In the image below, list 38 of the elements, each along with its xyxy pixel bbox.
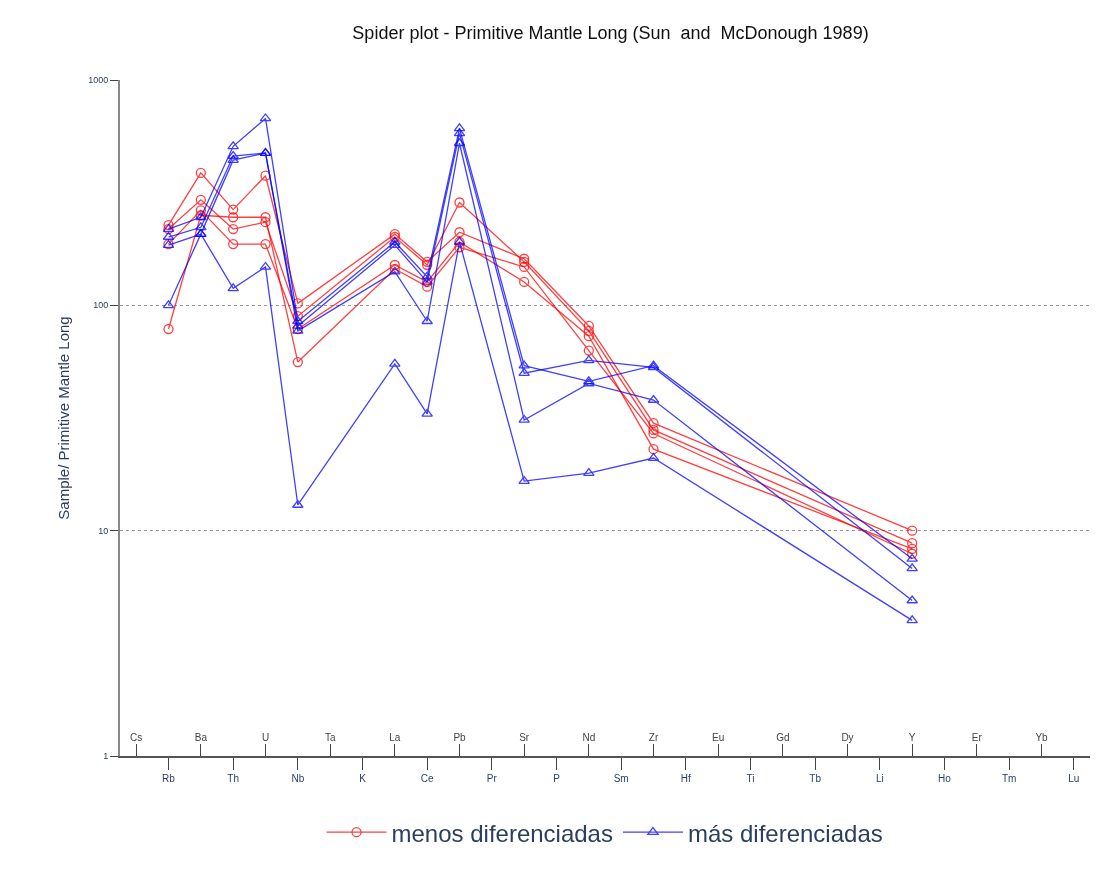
x-tick-label: Ta <box>324 732 336 743</box>
x-tick-label: K <box>359 773 367 784</box>
x-tick-label: Hf <box>680 773 692 784</box>
legend-label: menos diferenciadas <box>391 819 613 847</box>
x-tick-label: Gd <box>776 732 790 743</box>
x-tick-label: P <box>553 773 561 784</box>
x-tick-label: Yb <box>1035 732 1049 743</box>
x-tick-label: Y <box>908 732 916 743</box>
x-tick-label: Eu <box>712 732 725 743</box>
x-tick-label: Dy <box>841 732 854 743</box>
y-tick-label: 1000 <box>88 75 109 86</box>
x-tick-label: Sr <box>519 732 530 743</box>
x-tick-label: Er <box>971 732 983 743</box>
y-tick-label: 100 <box>93 300 109 311</box>
x-tick-label: Nd <box>582 732 596 743</box>
y-tick-label: 1 <box>103 751 109 762</box>
x-tick-label: Th <box>227 773 240 784</box>
x-tick-label: Nb <box>291 773 305 784</box>
legend-label: más diferenciadas <box>687 819 883 847</box>
x-tick-label: Rb <box>162 773 176 784</box>
x-tick-label: Pb <box>453 732 467 743</box>
x-tick-label: Ho <box>938 773 952 784</box>
x-tick-label: Li <box>875 773 884 784</box>
x-tick-label: Cs <box>130 732 143 743</box>
y-axis-title: Sample/ Primitive Mantle Long <box>54 316 72 520</box>
x-tick-label: Lu <box>1068 773 1080 784</box>
x-tick-label: Tb <box>809 773 822 784</box>
x-tick-label: Ba <box>194 732 208 743</box>
y-tick-label: 10 <box>98 525 109 536</box>
x-tick-label: La <box>389 732 401 743</box>
x-tick-label: Zr <box>648 732 659 743</box>
x-tick-label: Ce <box>420 773 434 784</box>
x-tick-label: Ti <box>746 773 755 784</box>
x-tick-label: Pr <box>486 773 498 784</box>
x-tick-label: Sm <box>613 773 629 784</box>
x-tick-label: U <box>261 732 270 743</box>
chart-title: Spider plot - Primitive Mantle Long (Sun and McDonough 1989) <box>352 23 869 44</box>
x-tick-label: Tm <box>1001 773 1017 784</box>
